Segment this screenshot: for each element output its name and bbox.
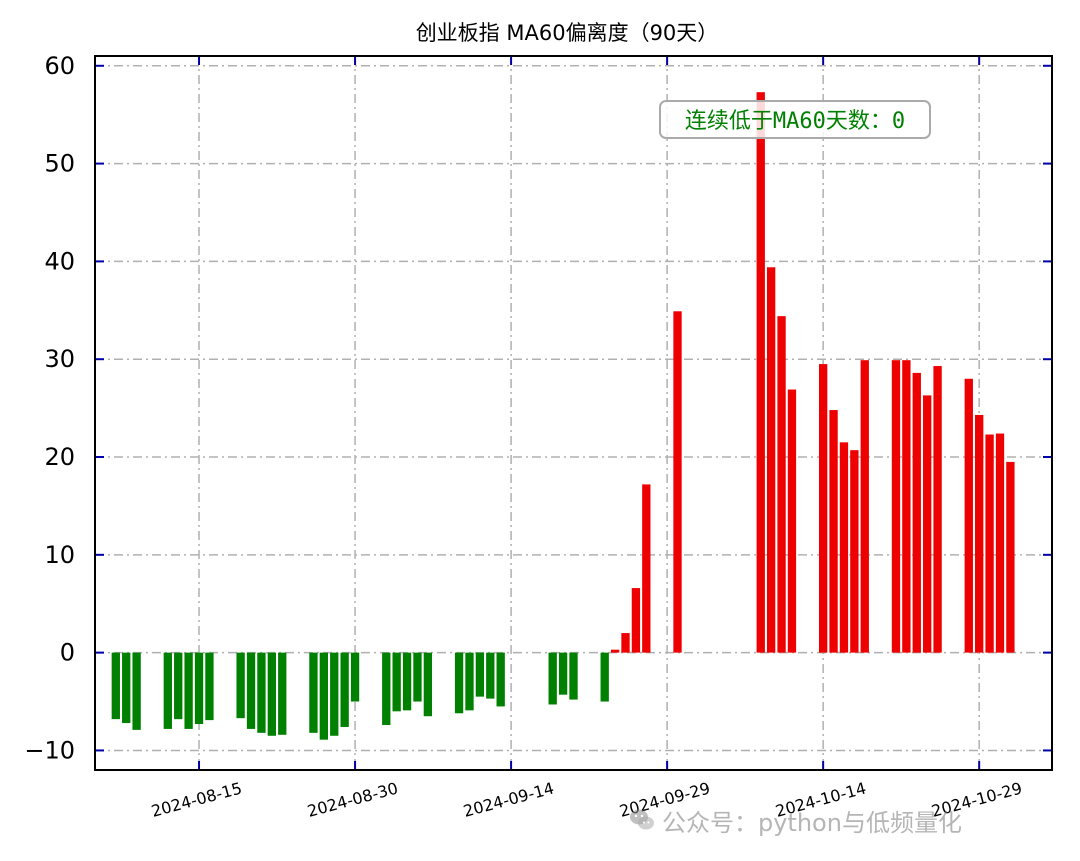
bar: [1006, 461, 1015, 653]
y-tick-label: 20: [44, 443, 75, 471]
bar: [194, 652, 204, 725]
bar: [891, 360, 901, 653]
bar: [205, 652, 214, 721]
bar: [673, 311, 682, 653]
bar: [163, 652, 172, 729]
bar: [548, 652, 557, 705]
bar: [985, 434, 994, 653]
bar: [475, 652, 485, 697]
x-tick-label: 2024-09-29: [617, 778, 712, 820]
y-tick-label: −10: [24, 736, 75, 764]
bar: [236, 652, 245, 719]
bar: [829, 410, 838, 653]
bar: [319, 652, 329, 740]
x-tick-label: 2024-09-14: [461, 778, 556, 820]
bar: [558, 652, 568, 695]
bar: [777, 316, 786, 653]
bar: [454, 652, 464, 714]
x-tick-label: 2024-10-14: [773, 778, 868, 820]
bar: [465, 652, 474, 711]
bar: [787, 389, 797, 653]
bar: [392, 652, 401, 712]
bar: [912, 372, 921, 653]
bar: [330, 652, 339, 736]
bar: [413, 652, 422, 702]
bar: [184, 652, 193, 729]
bar: [600, 652, 609, 702]
y-tick-label: 60: [44, 52, 75, 80]
y-tick-label: 30: [44, 345, 75, 373]
bar: [839, 442, 849, 653]
annotation-text: 连续低于MA60天数：0: [685, 109, 905, 134]
bar: [402, 652, 412, 711]
bar: [382, 652, 391, 726]
y-tick-label: 10: [44, 541, 75, 569]
bar: [610, 649, 620, 653]
bar: [257, 652, 266, 733]
bar: [933, 366, 942, 653]
bar: [340, 652, 349, 727]
bar: [423, 652, 433, 717]
y-tick-label: 0: [60, 639, 75, 667]
bar: [818, 364, 828, 653]
x-tick-label: 2024-10-29: [929, 778, 1024, 820]
bar: [850, 450, 859, 653]
bar: [923, 395, 932, 653]
y-tick-label: 40: [44, 247, 75, 275]
bar: [132, 652, 141, 730]
bar: [486, 652, 495, 699]
x-tick-label: 2024-08-15: [149, 778, 244, 820]
bar: [309, 652, 318, 733]
bar: [631, 588, 641, 653]
bar: [111, 652, 120, 720]
plot-frame: [94, 55, 1053, 771]
chart-title: 创业板指 MA60偏离度（90天）: [416, 21, 719, 45]
bar: [122, 652, 131, 724]
bar: [350, 652, 360, 702]
bar: [995, 433, 1005, 653]
bar: [902, 360, 911, 653]
bar: [278, 652, 287, 735]
bar: [569, 652, 578, 700]
bars-layer: [111, 92, 1015, 740]
bar: [642, 484, 651, 653]
bar: [975, 414, 984, 653]
bar: [246, 652, 256, 729]
bar: [621, 633, 630, 653]
x-tick-label: 2024-08-30: [305, 778, 400, 820]
bar: [964, 378, 973, 653]
y-tick-label: 50: [44, 150, 75, 178]
bar: [496, 652, 505, 707]
bar: [267, 652, 276, 736]
bar: [766, 267, 776, 653]
bar: [756, 92, 765, 653]
bar: [174, 652, 183, 720]
bar: [860, 360, 869, 653]
annotation-box: 连续低于MA60天数：0: [659, 100, 931, 139]
